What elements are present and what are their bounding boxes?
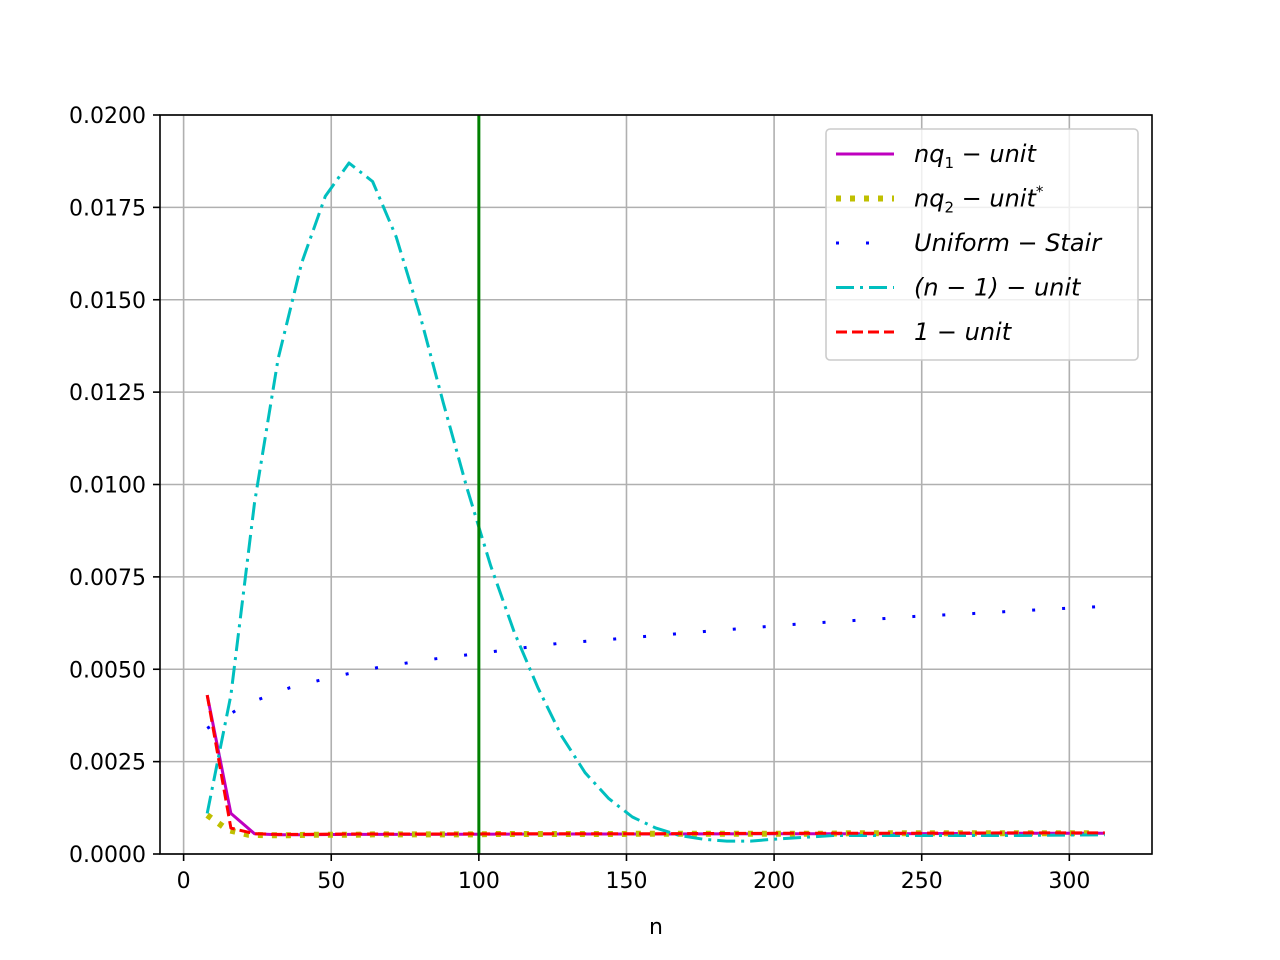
y-tick-label: 0.0075	[69, 566, 146, 591]
y-tick-label: 0.0050	[69, 658, 146, 683]
axis-ticks: 0 50 100 150 200 250 300 0.0000 0.0025 0.0050 0.00…	[69, 104, 1090, 894]
legend-entry-label: (n − 1) − unit	[914, 274, 1082, 302]
y-tick-label: 0.0025	[69, 751, 146, 776]
legend-box	[825, 128, 1139, 361]
y-tick-label: 0.0175	[69, 196, 146, 221]
legend-entry-label: nq1 − unit	[914, 140, 1037, 172]
y-tick-label: 0.0125	[69, 381, 146, 406]
legend-entry-label: nq2 − unit*	[914, 183, 1044, 217]
x-tick-label: 300	[1048, 869, 1090, 894]
legend-entry-label: Uniform − Stair	[914, 229, 1103, 257]
x-tick-label: 150	[605, 869, 647, 894]
y-tick-label: 0.0100	[69, 474, 146, 499]
y-tick-label: 0.0200	[69, 104, 146, 129]
legend-entry-label: 1 − unit	[914, 318, 1013, 346]
series-line-2	[206, 604, 1105, 730]
x-tick-label: 50	[317, 869, 345, 894]
legend: nq1 − unit nq2 − unit* Uniform − Stair (n −…	[825, 128, 1139, 361]
series-line-4	[205, 694, 1105, 836]
x-tick-label: 100	[458, 869, 500, 894]
series-layer	[205, 161, 1105, 843]
x-axis-label: n	[649, 915, 663, 940]
x-tick-label: 200	[753, 869, 795, 894]
y-tick-label: 0.0150	[69, 289, 146, 314]
x-tick-label: 250	[901, 869, 943, 894]
y-tick-label: 0.0000	[69, 843, 146, 868]
series-line-3	[205, 161, 1105, 843]
series-line-0	[205, 694, 1105, 837]
x-tick-label: 0	[177, 869, 191, 894]
